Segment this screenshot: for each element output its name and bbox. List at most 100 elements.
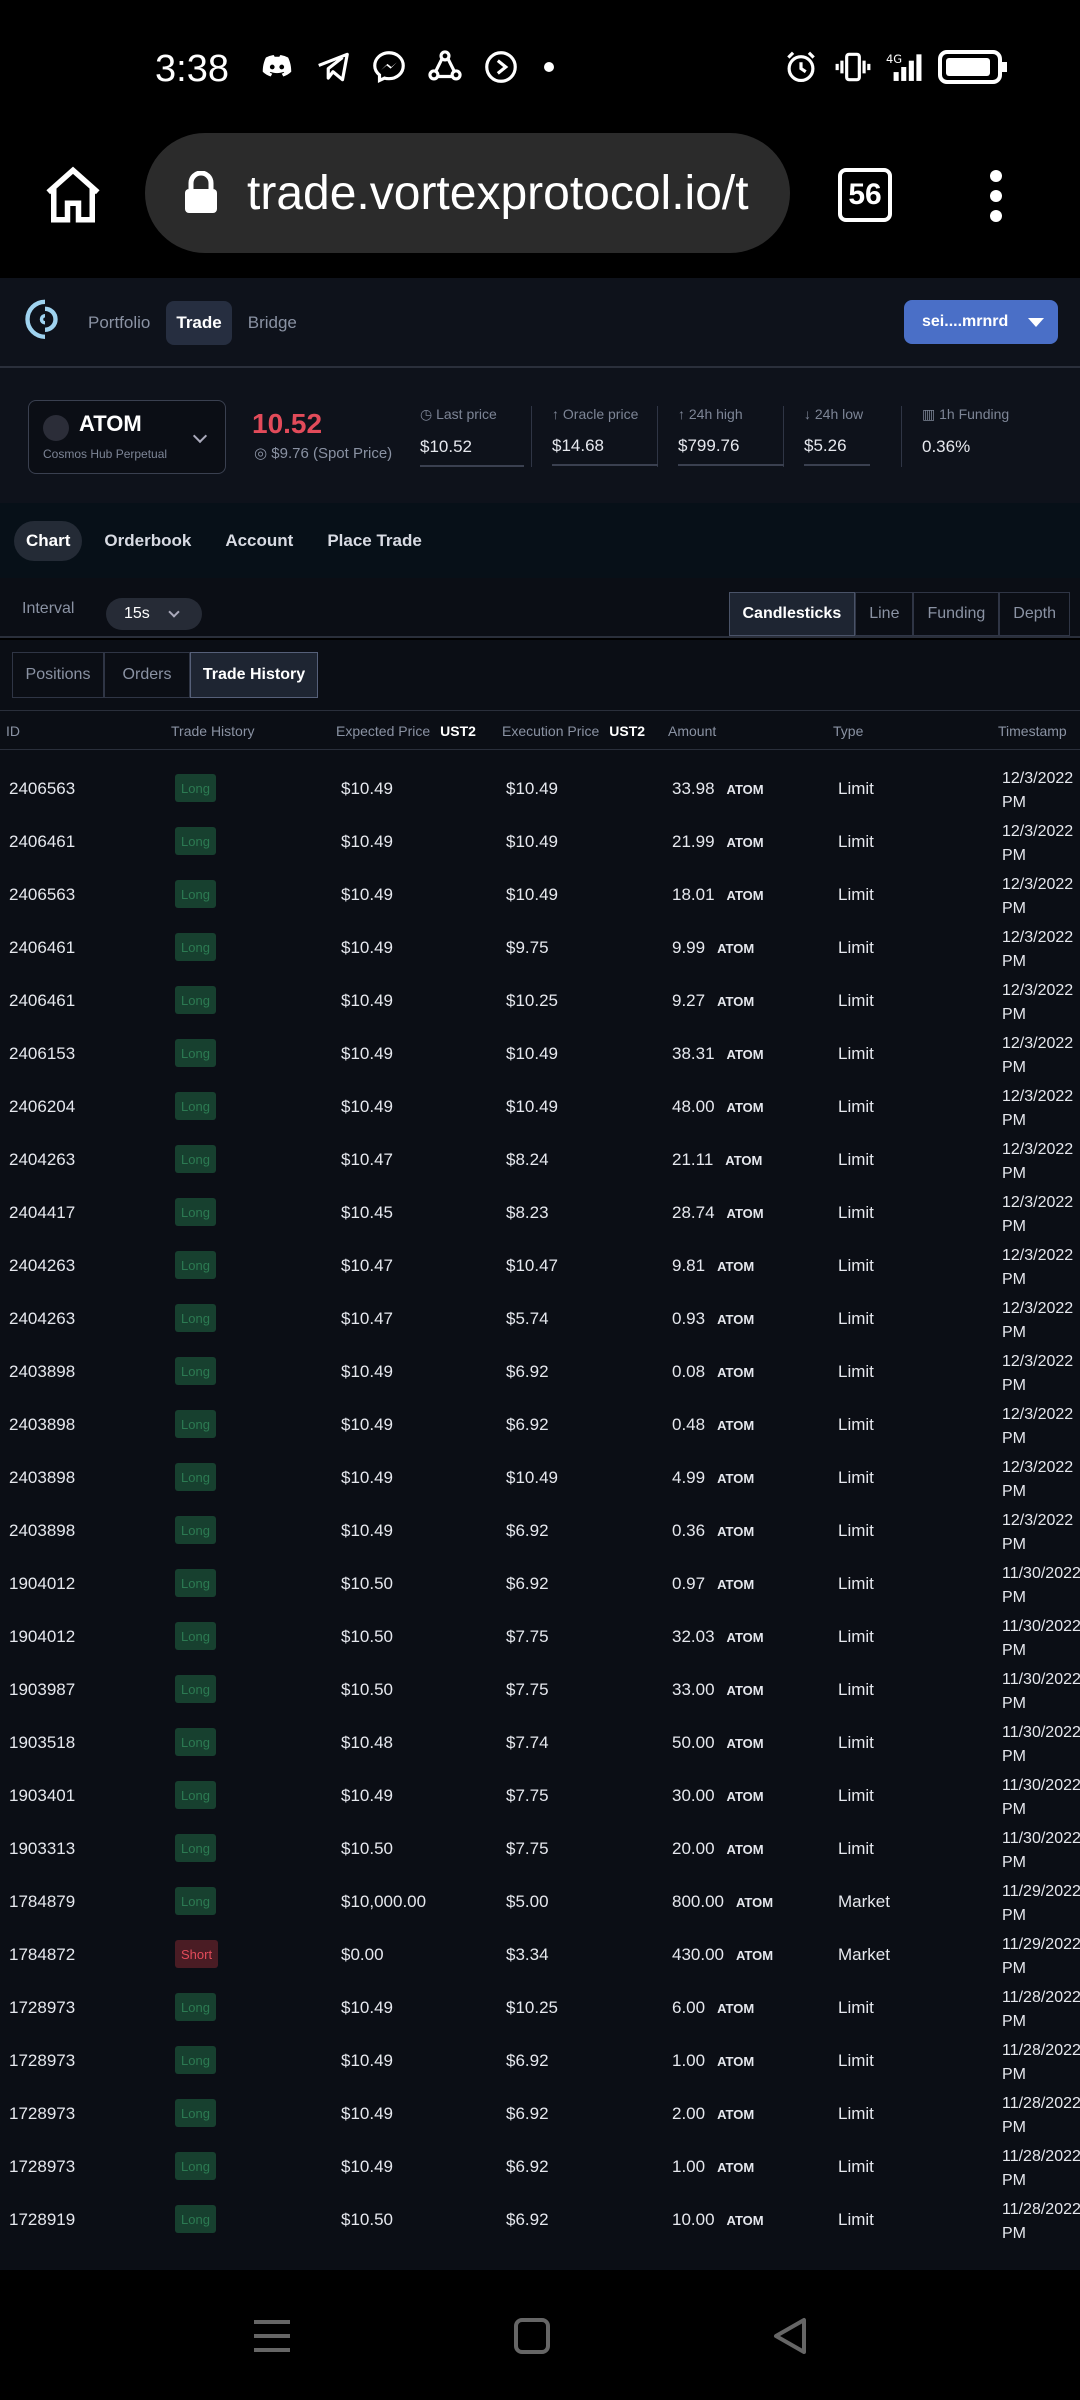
table-row[interactable]: 1784879 Long $10,000.00 $5.00 800.00 ATOM Mark… (0, 1876, 1080, 1929)
table-row[interactable]: 2403898 Long $10.49 $6.92 0.36 ATOM Limit 12/3/… (0, 1505, 1080, 1558)
table-row[interactable]: 2406461 Long $10.49 $10.25 9.27 ATOM Limit 12/3… (0, 975, 1080, 1028)
col-execution-price[interactable]: Execution Price UST2 (502, 723, 645, 739)
table-row[interactable]: 2404417 Long $10.45 $8.23 28.74 ATOM Limit 12/3… (0, 1187, 1080, 1240)
tab-switcher-button[interactable]: 56 (838, 168, 892, 222)
col-id[interactable]: ID (6, 723, 20, 739)
home-icon[interactable] (40, 162, 106, 228)
tab-trade-history[interactable]: Trade History (190, 652, 318, 698)
table-row[interactable]: 1904012 Long $10.50 $7.75 32.03 ATOM Limit 11/3… (0, 1611, 1080, 1664)
table-row[interactable]: 1903401 Long $10.49 $7.75 30.00 ATOM Limit 11/3… (0, 1770, 1080, 1823)
table-row[interactable]: 2406461 Long $10.49 $10.49 21.99 ATOM Limit 12/… (0, 816, 1080, 869)
amount-value: 30.00 (672, 1786, 715, 1805)
timestamp: 11/29/2022 PM (1002, 1880, 1080, 1928)
table-row[interactable]: 1728919 Long $10.50 $6.92 10.00 ATOM Limit 11/2… (0, 2194, 1080, 2247)
trade-id: 2403898 (9, 1468, 76, 1487)
asset-symbol: ATOM (717, 2160, 755, 2175)
market-selector[interactable]: ATOM Cosmos Hub Perpetual (28, 400, 226, 474)
timestamp-ampm: PM (1002, 900, 1026, 917)
order-type: Limit (838, 938, 874, 957)
tab-chart[interactable]: Chart (14, 520, 83, 561)
col-type[interactable]: Type (833, 723, 864, 739)
col-expected-price[interactable]: Expected Price UST2 (336, 723, 476, 739)
table-header: ID Trade History Expected Price UST2 Exec… (0, 710, 1080, 750)
amount-cell: 33.00 ATOM (672, 1680, 764, 1700)
amount-value: 1.00 (672, 2157, 706, 2176)
table-row[interactable]: 2404263 Long $10.47 $5.74 0.93 ATOM Limit 12/3/… (0, 1293, 1080, 1346)
chart-type-line[interactable]: Line (855, 592, 914, 636)
tab-orderbook[interactable]: Orderbook (104, 530, 192, 550)
recent-apps-icon[interactable] (248, 2312, 296, 2360)
table-row[interactable]: 1903518 Long $10.48 $7.74 50.00 ATOM Limit 11/3… (0, 1717, 1080, 1770)
trade-id: 2404263 (9, 1150, 76, 1169)
amount-value: 20.00 (672, 1839, 715, 1858)
table-row[interactable]: 1728973 Long $10.49 $6.92 2.00 ATOM Limit 11/28… (0, 2088, 1080, 2141)
trade-id: 1903313 (9, 1839, 76, 1858)
table-row[interactable]: 2406563 Long $10.49 $10.49 18.01 ATOM Limit 12/… (0, 869, 1080, 922)
table-row[interactable]: 2403898 Long $10.49 $10.49 4.99 ATOM Limit 12/3… (0, 1452, 1080, 1505)
chart-type-candlesticks[interactable]: Candlesticks (728, 592, 856, 636)
tab-positions[interactable]: Positions (12, 652, 104, 698)
table-row[interactable]: 1784872 Short $0.00 $3.34 430.00 ATOM Market 11… (0, 1929, 1080, 1982)
asset-symbol: ATOM (717, 2001, 755, 2016)
table-row[interactable]: 1728973 Long $10.49 $10.25 6.00 ATOM Limit 11/2… (0, 1982, 1080, 2035)
col-trade-history[interactable]: Trade History (171, 723, 255, 739)
side-badge: Long (175, 1834, 216, 1862)
table-row[interactable]: 1728973 Long $10.49 $6.92 1.00 ATOM Limit 11/28… (0, 2141, 1080, 2194)
trade-id: 2403898 (9, 1362, 76, 1381)
side-badge: Long (175, 1039, 216, 1067)
table-row[interactable]: 2406461 Long $10.49 $9.75 9.99 ATOM Limit 12/3/… (0, 922, 1080, 975)
table-row[interactable]: 2404263 Long $10.47 $8.24 21.11 ATOM Limit 12/3… (0, 1134, 1080, 1187)
table-row[interactable]: 1728973 Long $10.49 $6.92 1.00 ATOM Limit 11/28… (0, 2035, 1080, 2088)
table-row[interactable]: 2404263 Long $10.47 $10.47 9.81 ATOM Limit 12/3… (0, 1240, 1080, 1293)
trade-id: 1728973 (9, 2104, 76, 2123)
table-row[interactable]: 2406563 Long $10.49 $10.49 33.98 ATOM Limit 12/… (0, 763, 1080, 816)
trade-history-table: ID Trade History Expected Price UST2 Exec… (0, 710, 1080, 2270)
timestamp: 11/29/2022 PM (1002, 1933, 1080, 1981)
tab-place-trade[interactable]: Place Trade (327, 530, 422, 550)
order-type: Limit (838, 1574, 874, 1593)
timestamp-ampm: PM (1002, 2172, 1026, 2189)
chart-type-depth[interactable]: Depth (999, 592, 1070, 636)
expected-price: $10.49 (341, 885, 393, 904)
tab-account[interactable]: Account (225, 530, 294, 550)
app-header: Portfolio Trade Bridge sei....mrnrd (0, 278, 1080, 368)
interval-select[interactable]: 15s (106, 598, 202, 630)
chart-type-funding[interactable]: Funding (913, 592, 1000, 636)
wallet-address: sei....mrnrd (922, 313, 1009, 330)
table-row[interactable]: 2403898 Long $10.49 $6.92 0.08 ATOM Limit 12/3/… (0, 1346, 1080, 1399)
nav-trade[interactable]: Trade (166, 301, 232, 345)
timestamp: 12/3/2022 PM (1002, 1509, 1073, 1557)
table-row[interactable]: 2403898 Long $10.49 $6.92 0.48 ATOM Limit 12/3/… (0, 1399, 1080, 1452)
nav-bridge[interactable]: Bridge (247, 313, 297, 332)
nav-portfolio[interactable]: Portfolio (88, 313, 151, 332)
table-row[interactable]: 2406204 Long $10.49 $10.49 48.00 ATOM Limit 12/… (0, 1081, 1080, 1134)
alarm-icon (787, 51, 815, 83)
timestamp-ampm: PM (1002, 2013, 1026, 2030)
address-bar[interactable]: trade.vortexprotocol.io/t (145, 133, 790, 253)
play-circle-icon (485, 51, 517, 83)
amount-cell: 21.99 ATOM (672, 832, 764, 852)
col-amount[interactable]: Amount (668, 723, 717, 739)
timestamp: 12/3/2022 PM (1002, 1456, 1073, 1504)
home-button-icon[interactable] (508, 2312, 556, 2360)
asset-symbol: ATOM (717, 1365, 755, 1380)
vortex-logo[interactable] (24, 298, 66, 344)
table-row[interactable]: 1903313 Long $10.50 $7.75 20.00 ATOM Limit 11/3… (0, 1823, 1080, 1876)
discord-icon (262, 55, 292, 77)
expected-price: $10,000.00 (341, 1892, 427, 1911)
execution-price: $7.75 (506, 1680, 549, 1699)
back-icon[interactable] (766, 2312, 814, 2360)
amount-value: 48.00 (672, 1097, 715, 1116)
table-row[interactable]: 1904012 Long $10.50 $6.92 0.97 ATOM Limit 11/30… (0, 1558, 1080, 1611)
trade-id: 1903518 (9, 1733, 76, 1752)
table-row[interactable]: 1903987 Long $10.50 $7.75 33.00 ATOM Limit 11/3… (0, 1664, 1080, 1717)
wallet-button[interactable]: sei....mrnrd (904, 300, 1058, 344)
signal-icon: 4G (886, 52, 922, 81)
timestamp: 12/3/2022 PM (1002, 1350, 1073, 1398)
order-type: Market (838, 1945, 890, 1964)
col-timestamp[interactable]: Timestamp (998, 723, 1067, 739)
tab-orders[interactable]: Orders (104, 652, 190, 698)
side-badge: Long (175, 1728, 216, 1756)
browser-menu-icon[interactable] (988, 170, 1004, 222)
table-row[interactable]: 2406153 Long $10.49 $10.49 38.31 ATOM Limit 12/… (0, 1028, 1080, 1081)
